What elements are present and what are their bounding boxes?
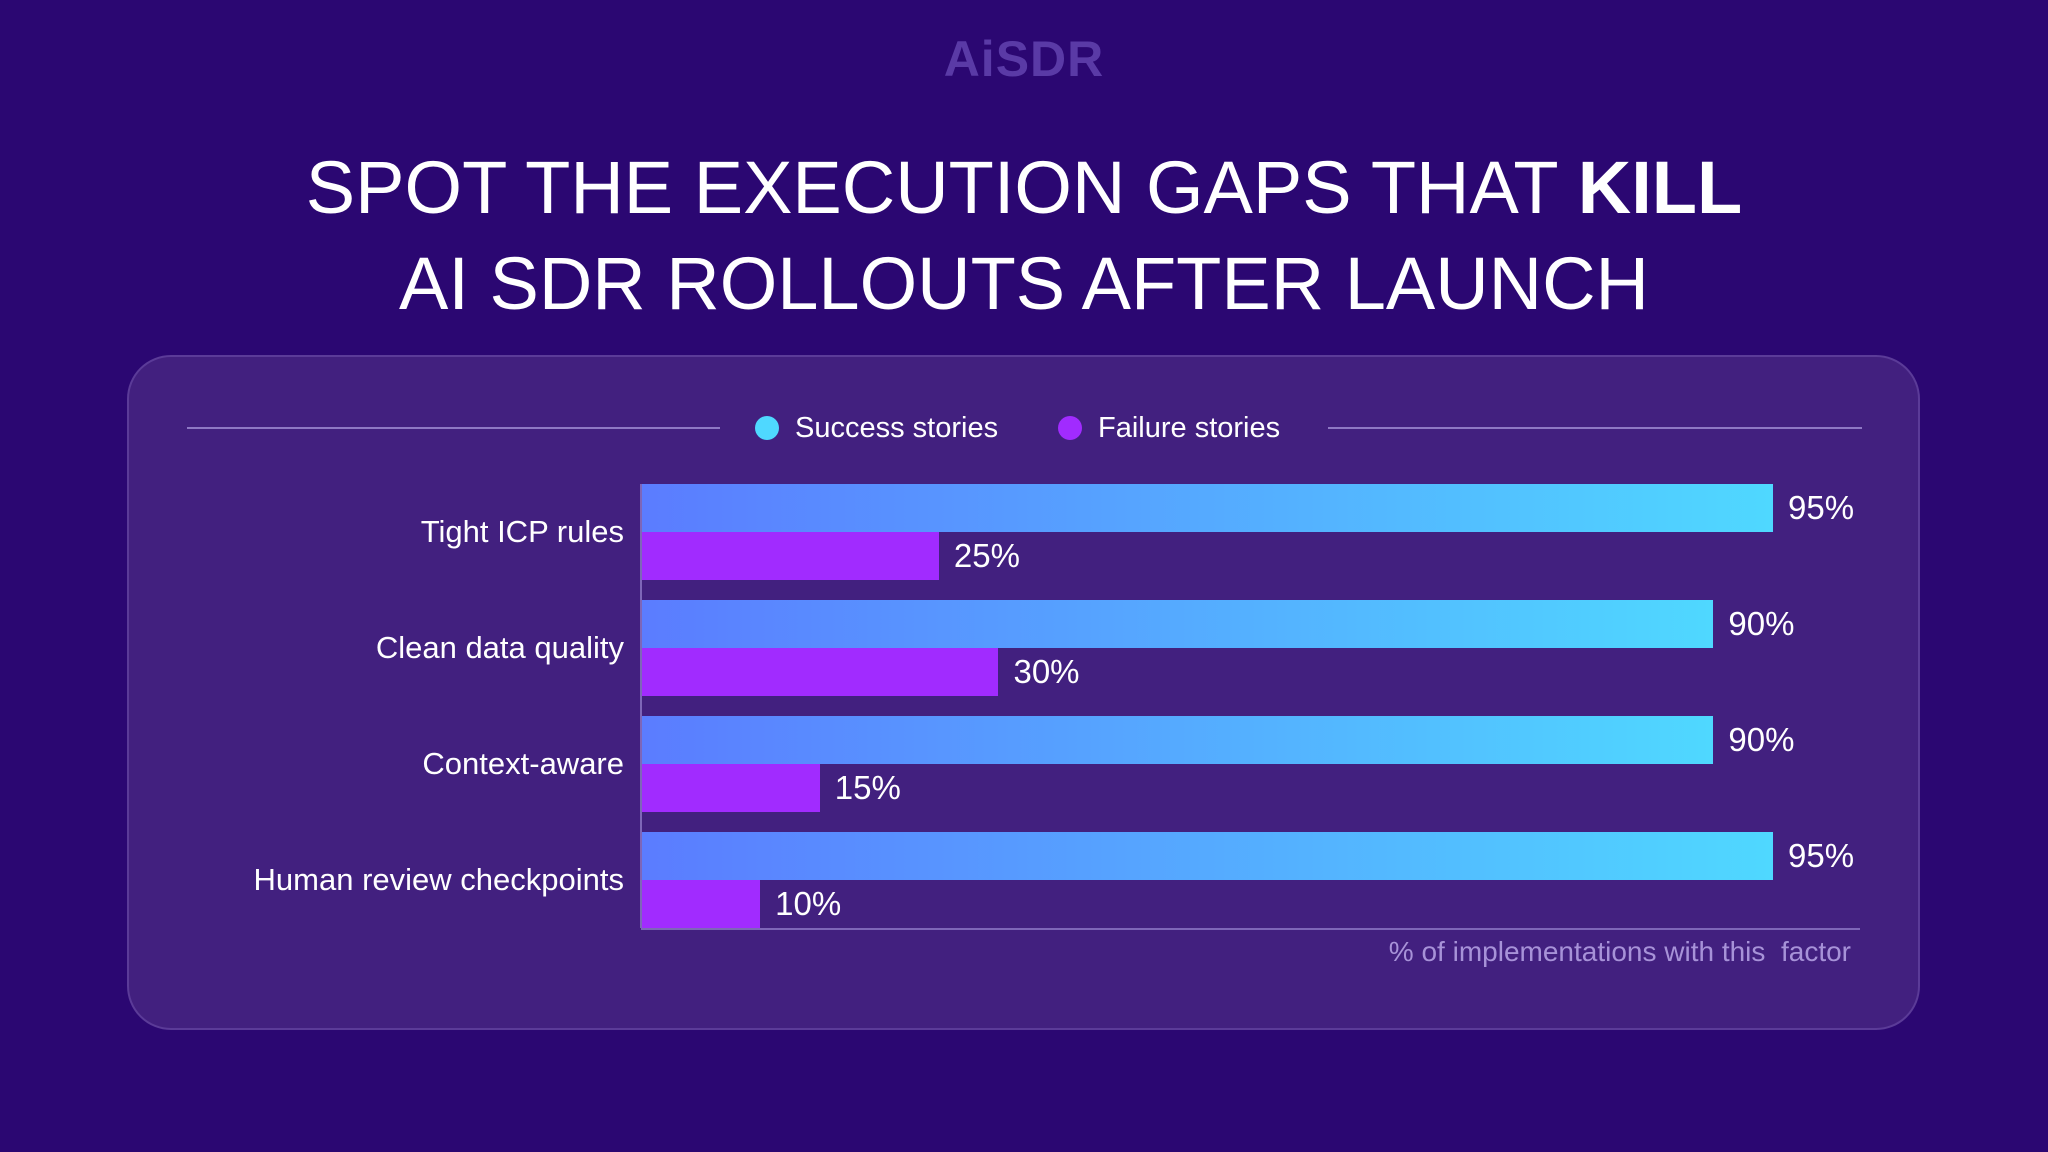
bar-success-human-review-checkpoints [641, 832, 1773, 880]
value-label-failure-tight-icp-rules: 25% [953, 537, 1020, 574]
title-emphasis: KILL [1577, 146, 1743, 229]
category-label-context-aware: Context-aware [422, 746, 624, 781]
aisdr-logo: AiSDR [943, 31, 1105, 87]
legend-divider-right [1328, 427, 1862, 429]
category-label-human-review-checkpoints: Human review checkpoints [253, 862, 624, 897]
bar-failure-human-review-checkpoints [641, 880, 761, 928]
value-label-failure-context-aware: 15% [834, 769, 901, 806]
legend-failure-label: Failure stories [1098, 411, 1281, 444]
bar-success-clean-data-quality [641, 600, 1714, 648]
value-label-success-tight-icp-rules: 95% [1788, 489, 1855, 526]
page-title: SPOT THE EXECUTION GAPS THAT KILL AI SDR… [0, 140, 2048, 332]
category-label-clean-data-quality: Clean data quality [375, 630, 624, 665]
category-label-tight-icp-rules: Tight ICP rules [420, 514, 624, 549]
bar-failure-context-aware [641, 764, 820, 812]
x-axis-caption: % of implementations with this factor [1388, 936, 1851, 967]
chart-card [127, 355, 1920, 1030]
legend-success-label: Success stories [795, 411, 999, 444]
legend-item-success: Success stories [755, 408, 998, 448]
legend-divider-left [187, 427, 720, 429]
title-line-1-text: SPOT THE EXECUTION GAPS THAT [305, 146, 1578, 229]
legend-item-failure: Failure stories [1058, 408, 1280, 448]
bar-failure-tight-icp-rules [641, 532, 939, 580]
value-label-failure-human-review-checkpoints: 10% [775, 885, 842, 922]
value-label-success-clean-data-quality: 90% [1728, 605, 1795, 642]
value-label-success-context-aware: 90% [1728, 721, 1795, 758]
value-label-failure-clean-data-quality: 30% [1013, 653, 1080, 690]
title-line-2: AI SDR ROLLOUTS AFTER LAUNCH [398, 242, 1649, 325]
value-label-success-human-review-checkpoints: 95% [1788, 837, 1855, 874]
y-axis-line [640, 484, 642, 928]
legend-success-dot-icon [755, 416, 779, 440]
bar-success-context-aware [641, 716, 1714, 764]
title-line-1: SPOT THE EXECUTION GAPS THAT KILL [0, 140, 2048, 236]
bar-success-tight-icp-rules [641, 484, 1773, 532]
legend-failure-dot-icon [1058, 416, 1082, 440]
x-axis-line [641, 928, 1860, 930]
bar-failure-clean-data-quality [641, 648, 999, 696]
